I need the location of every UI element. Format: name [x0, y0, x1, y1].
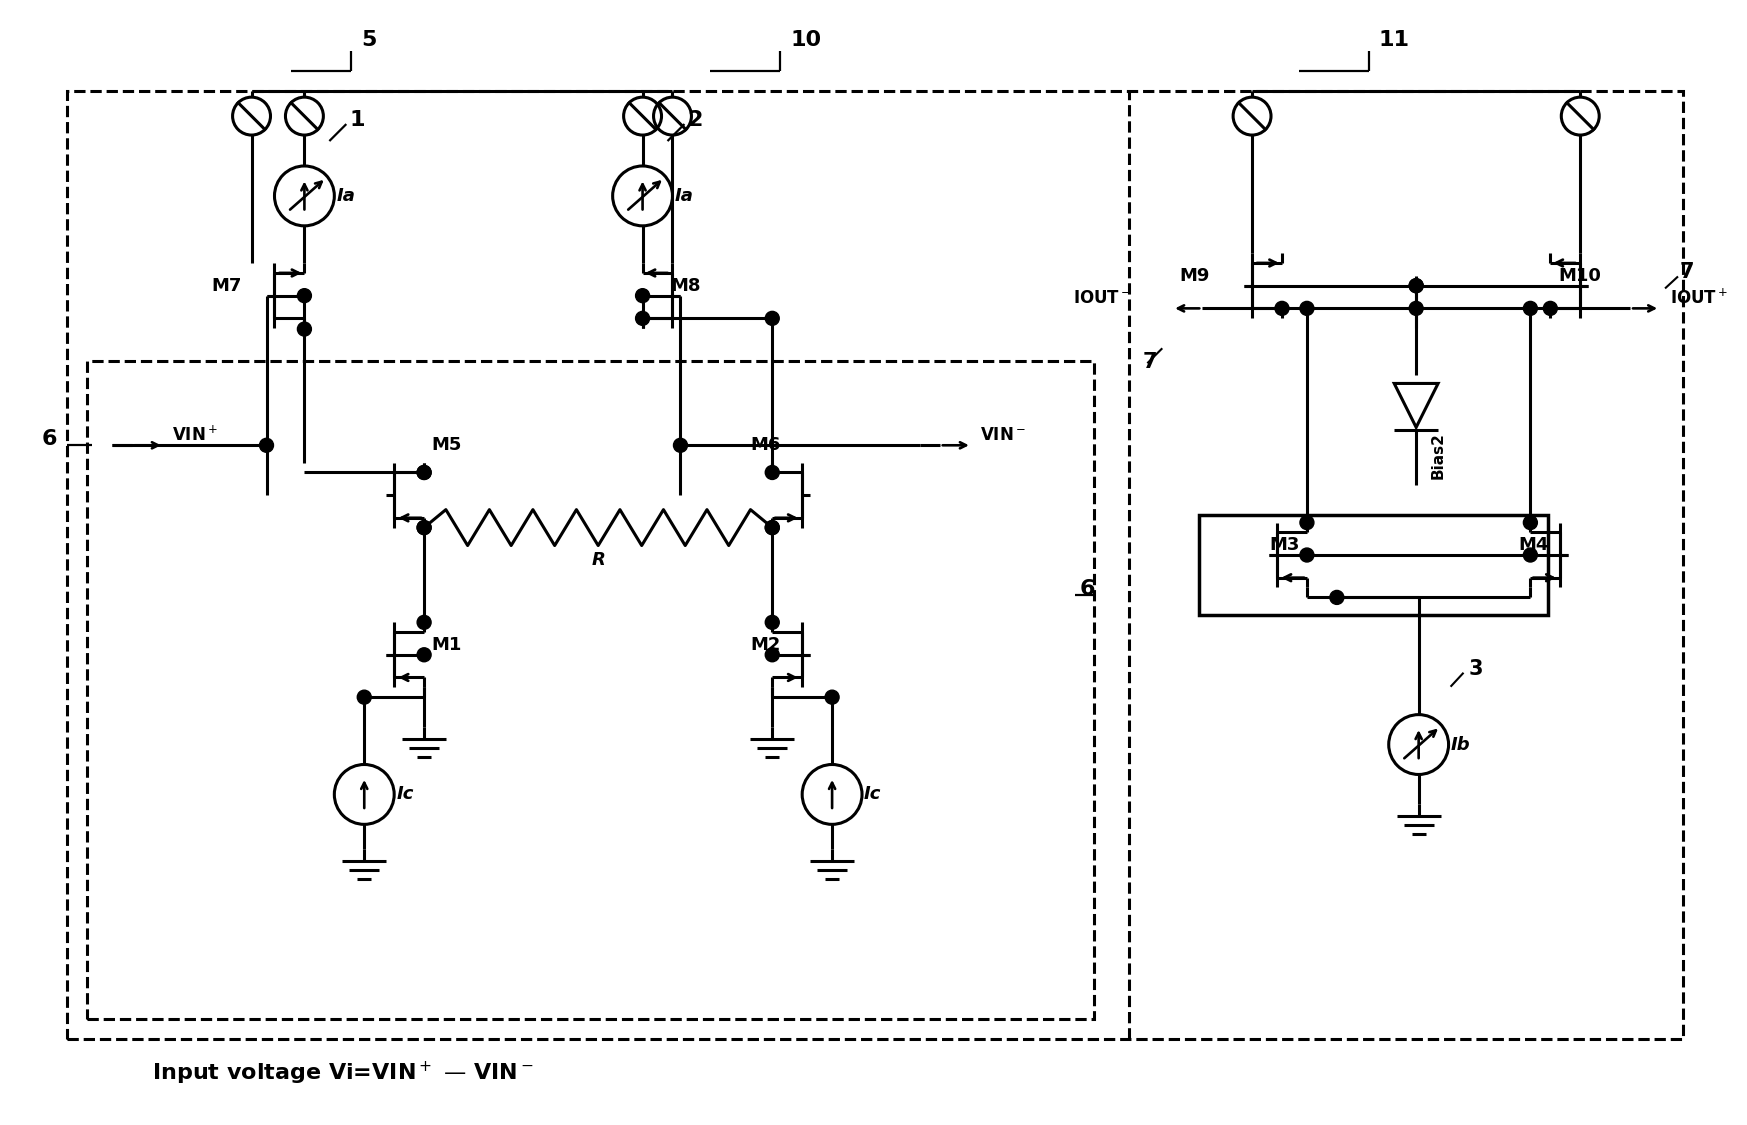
- Circle shape: [765, 466, 779, 479]
- Text: 3: 3: [1469, 659, 1483, 678]
- Text: VIN$^-$: VIN$^-$: [980, 426, 1025, 444]
- Circle shape: [1300, 548, 1314, 562]
- Text: M7: M7: [211, 277, 243, 295]
- Circle shape: [1523, 302, 1537, 315]
- Text: M5: M5: [432, 436, 461, 454]
- Circle shape: [765, 648, 779, 662]
- Text: IOUT$^+$: IOUT$^+$: [1670, 288, 1728, 307]
- Text: Ic: Ic: [865, 785, 882, 803]
- Circle shape: [765, 312, 779, 325]
- Circle shape: [765, 521, 779, 534]
- Bar: [1198, 515, 1548, 615]
- Text: Ic: Ic: [397, 785, 414, 803]
- Circle shape: [418, 648, 432, 662]
- Circle shape: [825, 690, 839, 704]
- Text: 6: 6: [1080, 579, 1095, 598]
- Circle shape: [297, 322, 311, 336]
- Circle shape: [765, 521, 779, 534]
- Circle shape: [636, 312, 650, 325]
- Bar: [87, 360, 1094, 1019]
- Circle shape: [1329, 591, 1343, 604]
- Circle shape: [358, 690, 372, 704]
- Text: 10: 10: [790, 30, 821, 51]
- Text: Input voltage Vi=VIN$^+$ — VIN$^-$: Input voltage Vi=VIN$^+$ — VIN$^-$: [152, 1060, 535, 1088]
- Text: M9: M9: [1179, 267, 1209, 285]
- Text: R: R: [590, 550, 604, 568]
- Text: 7: 7: [1143, 352, 1157, 372]
- Text: M6: M6: [749, 436, 781, 454]
- Circle shape: [1410, 279, 1424, 292]
- Circle shape: [1410, 302, 1424, 315]
- Text: 1: 1: [349, 110, 365, 130]
- Bar: [66, 91, 1682, 1038]
- Text: Ib: Ib: [1450, 736, 1471, 754]
- Text: 6: 6: [42, 430, 58, 449]
- Text: 11: 11: [1378, 30, 1410, 51]
- Circle shape: [418, 466, 432, 479]
- Circle shape: [418, 466, 432, 479]
- Circle shape: [260, 439, 274, 452]
- Circle shape: [674, 439, 688, 452]
- Text: IOUT$^-$: IOUT$^-$: [1073, 289, 1130, 307]
- Circle shape: [1410, 279, 1424, 292]
- Text: Ia: Ia: [337, 187, 355, 205]
- Circle shape: [765, 615, 779, 629]
- Text: Ia: Ia: [674, 187, 694, 205]
- Text: 7: 7: [1681, 262, 1695, 282]
- Circle shape: [418, 521, 432, 534]
- Circle shape: [418, 615, 432, 629]
- Circle shape: [1275, 302, 1289, 315]
- Circle shape: [1300, 515, 1314, 530]
- Circle shape: [1523, 548, 1537, 562]
- Circle shape: [1523, 515, 1537, 530]
- Text: 2: 2: [688, 110, 702, 130]
- Circle shape: [297, 289, 311, 303]
- Circle shape: [636, 289, 650, 303]
- Circle shape: [1300, 302, 1314, 315]
- Text: VIN$^+$: VIN$^+$: [171, 425, 218, 444]
- Text: M1: M1: [432, 636, 461, 654]
- Text: M8: M8: [671, 277, 701, 295]
- Text: M4: M4: [1518, 536, 1550, 554]
- Text: 5: 5: [362, 30, 377, 51]
- Text: M2: M2: [749, 636, 781, 654]
- Circle shape: [1543, 302, 1557, 315]
- Circle shape: [418, 521, 432, 534]
- Text: M3: M3: [1268, 536, 1300, 554]
- Text: Bias2: Bias2: [1431, 432, 1447, 479]
- Text: M10: M10: [1558, 267, 1602, 285]
